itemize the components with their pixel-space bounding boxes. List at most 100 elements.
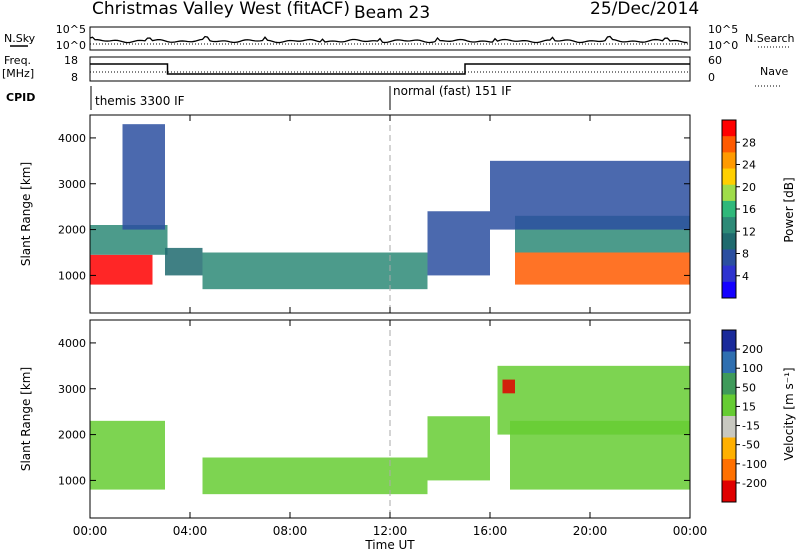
freq-tick-bottom: 8 (71, 71, 78, 84)
power-colorbar-tick-label-6: 4 (742, 270, 749, 283)
velocity-panel: 1000 2000 3000 4000 Slant Range [km] (19, 320, 690, 518)
velocity-colorbar-tick-label-0: 200 (742, 343, 763, 356)
velocity-colorbar: 200 100 50 15 -15 -50 -100 -200 Velocity [m s⁻¹… (722, 330, 796, 503)
velocity-colorbar-cell-7 (722, 481, 736, 503)
velocity-colorbar-cell-6 (722, 459, 736, 481)
power-colorbar-cell-6 (722, 217, 736, 234)
velocity-region-5 (503, 380, 516, 394)
power-colorbar-label: Power [dB] (782, 177, 796, 242)
power-colorbar-tick-label-1: 24 (742, 159, 756, 172)
power-ytick-label-1: 2000 (58, 224, 86, 237)
power-colorbar-cell-9 (722, 266, 736, 283)
velocity-ylabel: Slant Range [km] (19, 367, 33, 471)
nsky-frame (90, 27, 690, 50)
velocity-colorbar-tick-label-4: -15 (742, 420, 760, 433)
time-tick-label-2: 08:00 (273, 524, 308, 538)
nave-tick-top: 60 (708, 54, 722, 67)
power-colorbar-cell-3 (722, 169, 736, 186)
freq-tick-top: 18 (64, 54, 78, 67)
time-tick-labels: 00:00 04:00 08:00 12:00 16:00 20:00 00:00 (73, 524, 708, 538)
power-region-8 (490, 161, 690, 230)
nave-tick-bottom: 0 (708, 71, 715, 84)
cpid-segment-normal: normal (fast) 151 IF (393, 84, 512, 98)
power-colorbar-cells (722, 120, 736, 299)
power-colorbar: 28 24 20 16 12 8 4 Power [dB] (722, 120, 796, 299)
velocity-ytick-label-3: 4000 (58, 337, 86, 350)
power-region-4 (203, 253, 428, 290)
velocity-colorbar-cell-3 (722, 395, 736, 417)
power-region-6 (515, 253, 690, 285)
freq-label: Freq. (4, 54, 31, 67)
power-colorbar-cell-7 (722, 233, 736, 250)
velocity-colorbar-cell-2 (722, 373, 736, 395)
nsky-tick-bottom-left: 10^0 (56, 39, 86, 52)
velocity-colorbar-tick-label-1: 100 (742, 362, 763, 375)
power-region-3 (165, 248, 203, 276)
velocity-colorbar-label: Velocity [m s⁻¹] (782, 367, 796, 460)
power-ytick-label-2: 3000 (58, 178, 86, 191)
time-tick-label-0: 00:00 (73, 524, 108, 538)
power-colorbar-cell-10 (722, 282, 736, 299)
power-ytick-label-0: 1000 (58, 269, 86, 282)
nave-label: Nave (760, 65, 788, 78)
velocity-region-1 (203, 458, 428, 495)
nsky-label: N.Sky (4, 32, 36, 45)
time-tick-label-5: 20:00 (573, 524, 608, 538)
nsky-trace (90, 37, 688, 43)
velocity-colorbar-tick-label-7: -200 (742, 477, 767, 490)
power-colorbar-cell-2 (722, 152, 736, 169)
nsearch-label: N.Search (745, 32, 795, 45)
station-title: Christmas Valley West (fitACF) (92, 0, 350, 19)
velocity-colorbar-tick-label-2: 50 (742, 381, 756, 394)
power-ytick-label-3: 4000 (58, 132, 86, 145)
nsky-panel: N.Sky 10^5 10^0 10^5 10^0 N.Search (4, 23, 795, 52)
velocity-ytick-label-0: 1000 (58, 474, 86, 487)
power-colorbar-tick-label-5: 8 (742, 248, 749, 261)
cpid-row: CPID themis 3300 IF normal (fast) 151 IF (6, 84, 512, 110)
freq-panel: Freq. [MHz] 18 8 60 0 Nave (2, 54, 788, 86)
power-colorbar-cell-0 (722, 120, 736, 137)
power-ylabel: Slant Range [km] (19, 162, 33, 266)
power-colorbar-cell-4 (722, 185, 736, 202)
power-colorbar-ticks: 28 24 20 16 12 8 4 (736, 136, 756, 283)
velocity-ytick-label-1: 2000 (58, 429, 86, 442)
velocity-colorbar-tick-label-3: 15 (742, 400, 756, 413)
velocity-colorbar-cell-5 (722, 438, 736, 460)
power-colorbar-tick-label-2: 20 (742, 181, 756, 194)
velocity-colorbar-cell-1 (722, 352, 736, 374)
beam-label: Beam 23 (354, 3, 430, 23)
power-colorbar-cell-8 (722, 249, 736, 266)
freq-frame (90, 57, 690, 81)
time-tick-label-4: 16:00 (473, 524, 508, 538)
power-region-2 (123, 124, 166, 229)
freq-unit: [MHz] (2, 67, 34, 80)
velocity-ytick-label-2: 3000 (58, 383, 86, 396)
power-colorbar-tick-label-3: 16 (742, 203, 756, 216)
time-axis-label: Time UT (364, 538, 415, 552)
velocity-colorbar-cell-4 (722, 416, 736, 438)
nsky-tick-bottom-right: 10^0 (708, 39, 738, 52)
velocity-colorbar-tick-label-6: -100 (742, 458, 767, 471)
velocity-region-0 (90, 421, 165, 490)
power-colorbar-tick-label-4: 12 (742, 225, 756, 238)
power-region-0 (90, 255, 153, 285)
nsky-tick-top-left: 10^5 (56, 23, 86, 36)
velocity-colorbar-tick-label-5: -50 (742, 439, 760, 452)
date-label: 25/Dec/2014 (590, 0, 699, 19)
power-colorbar-cell-5 (722, 201, 736, 218)
time-tick-label-6: 00:00 (673, 524, 708, 538)
power-colorbar-cell-1 (722, 136, 736, 153)
velocity-region-2 (428, 416, 491, 480)
power-region-5 (428, 211, 491, 275)
power-colorbar-tick-label-0: 28 (742, 136, 756, 149)
velocity-colorbar-cell-0 (722, 330, 736, 352)
time-tick-label-3: 12:00 (373, 524, 408, 538)
nsky-tick-top-right: 10^5 (708, 23, 738, 36)
radar-summary-figure: Christmas Valley West (fitACF) Beam 23 2… (0, 0, 800, 554)
velocity-colorbar-cells (722, 330, 736, 503)
velocity-colorbar-ticks: 200 100 50 15 -15 -50 -100 -200 (736, 343, 767, 490)
power-panel: 1000 2000 3000 4000 Slant Range [km] (19, 115, 690, 313)
time-tick-label-1: 04:00 (173, 524, 208, 538)
cpid-segment-themis: themis 3300 IF (95, 94, 185, 108)
cpid-label: CPID (6, 91, 35, 104)
